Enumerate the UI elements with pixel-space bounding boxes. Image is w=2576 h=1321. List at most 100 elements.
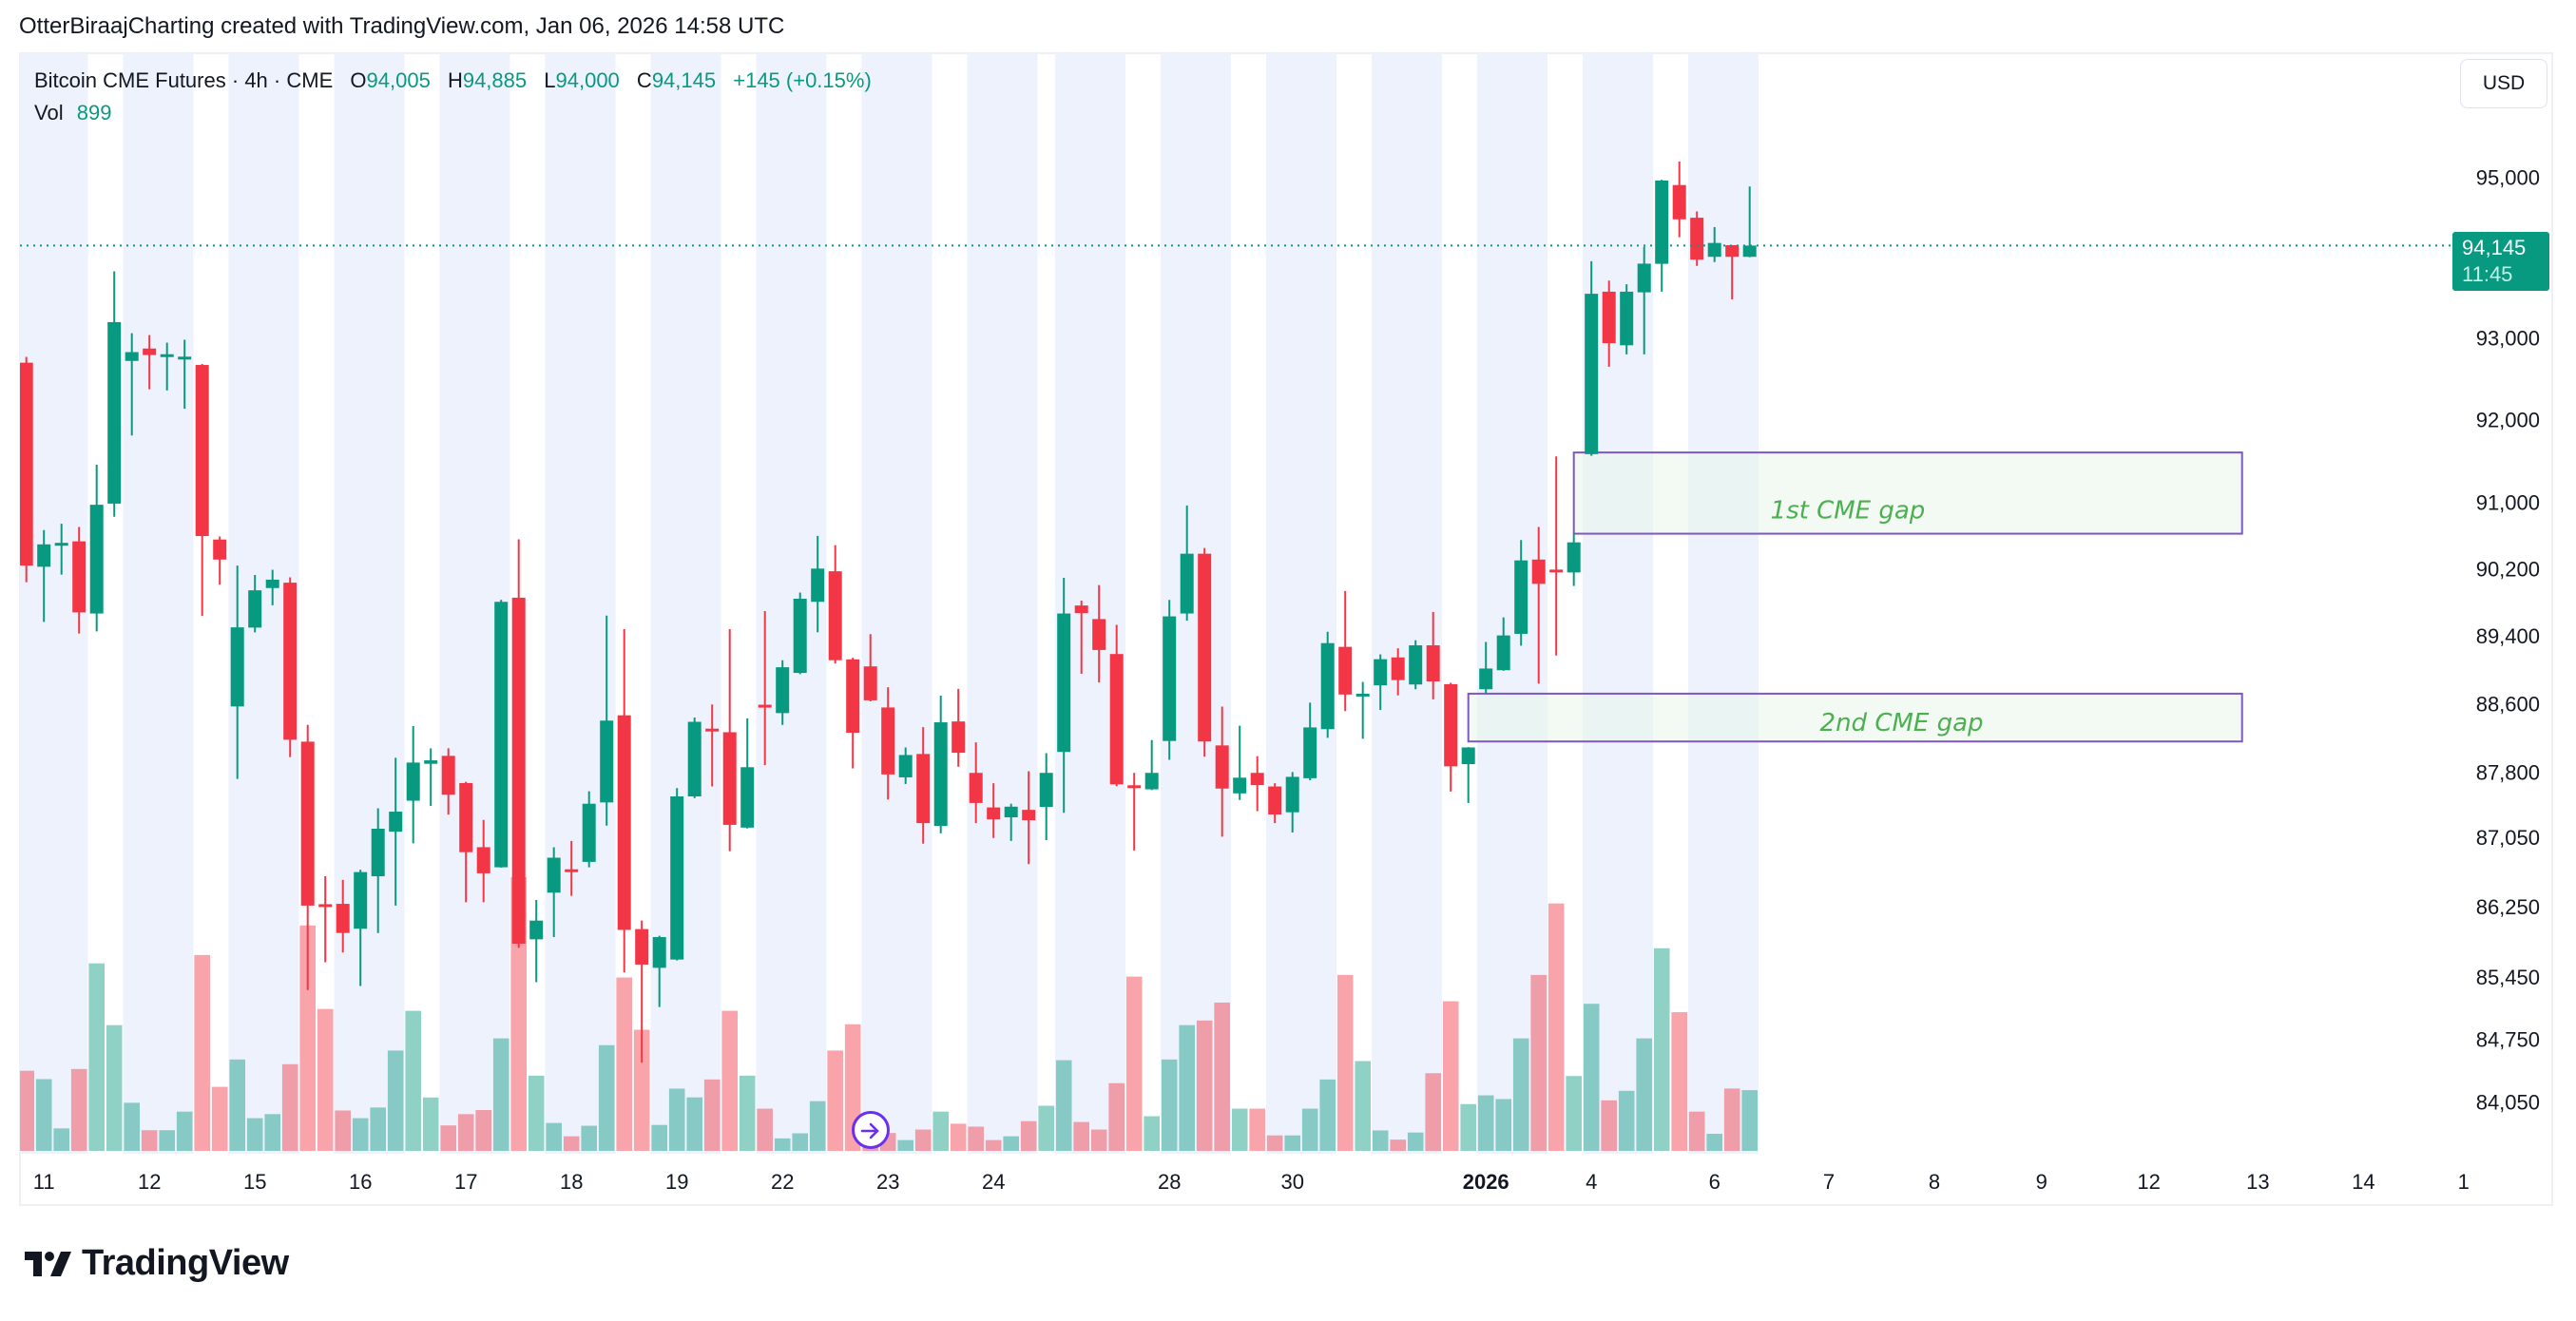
- volume-bar: [352, 1118, 369, 1151]
- candle-body: [20, 362, 33, 566]
- candle-body: [1655, 180, 1669, 264]
- session-band: [1371, 53, 1390, 1154]
- candle-body: [494, 602, 509, 868]
- tradingview-brand[interactable]: TradingView: [25, 1243, 289, 1284]
- session-band: [52, 53, 70, 1154]
- candle-body: [230, 627, 244, 707]
- volume-bar: [546, 1122, 562, 1151]
- time-tick-label: 8: [1929, 1170, 1940, 1194]
- price-tick-label: 84,050: [2476, 1090, 2540, 1114]
- session-band: [123, 53, 141, 1154]
- session-band: [967, 53, 985, 1154]
- volume-bar: [1372, 1130, 1389, 1151]
- session-band: [597, 53, 616, 1154]
- session-band: [1213, 53, 1231, 1154]
- volume-bar: [1741, 1090, 1758, 1151]
- interval[interactable]: 4h: [244, 68, 268, 92]
- time-tick-label: 7: [1823, 1170, 1835, 1194]
- volume-bar: [1144, 1116, 1160, 1151]
- symbol-name[interactable]: Bitcoin CME Futures: [34, 68, 226, 92]
- volume-bar: [950, 1123, 967, 1151]
- close-value: 94,145: [651, 68, 717, 92]
- candle-body: [476, 847, 490, 873]
- candle-body: [1338, 646, 1353, 695]
- session-band: [456, 53, 475, 1154]
- currency-button[interactable]: USD: [2460, 59, 2547, 108]
- volume-value: 899: [76, 101, 112, 124]
- volume-bar: [897, 1139, 913, 1151]
- session-band: [20, 53, 35, 1154]
- session-band: [1318, 53, 1336, 1154]
- volume-bar: [1723, 1088, 1740, 1151]
- candle-body: [1285, 776, 1299, 813]
- price-tick-label: 87,050: [2476, 826, 2540, 850]
- volume-bar: [1390, 1139, 1406, 1151]
- volume-bar: [686, 1097, 702, 1151]
- cme-gap-label: 2nd CME gap: [1820, 709, 1984, 737]
- candle-body: [722, 732, 737, 825]
- session-band: [756, 53, 774, 1154]
- candle-body: [1004, 806, 1018, 817]
- time-tick-label: 19: [665, 1170, 688, 1194]
- navigate-button[interactable]: [852, 1111, 890, 1149]
- candle-body: [213, 539, 227, 560]
- candle-body: [283, 583, 298, 740]
- candle-body: [793, 598, 807, 674]
- candle-body: [863, 666, 877, 700]
- candle-body: [265, 579, 279, 588]
- candle-body: [1620, 291, 1634, 346]
- candle-body: [354, 871, 368, 929]
- volume-bar: [1090, 1129, 1107, 1151]
- candle-body: [969, 773, 983, 803]
- session-band: [474, 53, 492, 1154]
- volume-bar: [1512, 1038, 1529, 1151]
- time-tick-label: 9: [2036, 1170, 2047, 1194]
- volume-bar: [492, 1038, 509, 1151]
- candle-body: [582, 803, 596, 862]
- candle-body: [776, 667, 790, 714]
- volume-bar: [281, 1063, 298, 1151]
- session-band: [1389, 53, 1407, 1154]
- time-tick-label: 15: [243, 1170, 266, 1194]
- volume-bar: [176, 1111, 193, 1151]
- volume-bar: [1530, 974, 1547, 1151]
- candle-body: [1637, 263, 1651, 293]
- volume-bar: [1196, 1020, 1213, 1151]
- volume-bar: [1055, 1060, 1072, 1151]
- volume-bar: [211, 1086, 228, 1151]
- candle-body: [933, 722, 948, 827]
- price-tick-label: 87,800: [2476, 761, 2540, 785]
- volume-bar: [405, 1010, 421, 1151]
- price-tick-label: 93,000: [2476, 327, 2540, 351]
- time-tick-label: 2026: [1463, 1170, 1509, 1194]
- candle-body: [1479, 668, 1493, 690]
- candle-body: [916, 754, 931, 824]
- symbol-legend: Bitcoin CME Futures · 4h · CME O94,005 H…: [34, 65, 872, 129]
- candle-body: [565, 869, 579, 872]
- candle-body: [1742, 245, 1757, 258]
- candle-body: [1355, 693, 1370, 697]
- volume-bar: [598, 1044, 615, 1151]
- open-value: 94,005: [366, 68, 431, 92]
- candle-body: [828, 571, 842, 660]
- volume-label[interactable]: Vol: [34, 101, 64, 124]
- volume-bar: [651, 1124, 667, 1151]
- volume-bar: [703, 1079, 721, 1151]
- volume-bar: [968, 1126, 984, 1151]
- volume-bar: [721, 1010, 738, 1151]
- session-band: [1019, 53, 1038, 1154]
- volume-bar: [229, 1059, 245, 1151]
- volume-bar: [1618, 1090, 1635, 1151]
- price-tick-label: 90,200: [2476, 557, 2540, 581]
- candle-body: [617, 715, 631, 930]
- volume-bar: [1336, 974, 1354, 1151]
- candle-body: [600, 720, 614, 803]
- volume-bar: [1407, 1132, 1424, 1151]
- chart-caption: OtterBiraajCharting created with Trading…: [19, 13, 785, 39]
- volume-series: [20, 877, 1758, 1151]
- session-band: [1300, 53, 1319, 1154]
- volume-bar: [616, 977, 632, 1151]
- candle-body: [1092, 619, 1106, 650]
- candle-body: [547, 857, 561, 893]
